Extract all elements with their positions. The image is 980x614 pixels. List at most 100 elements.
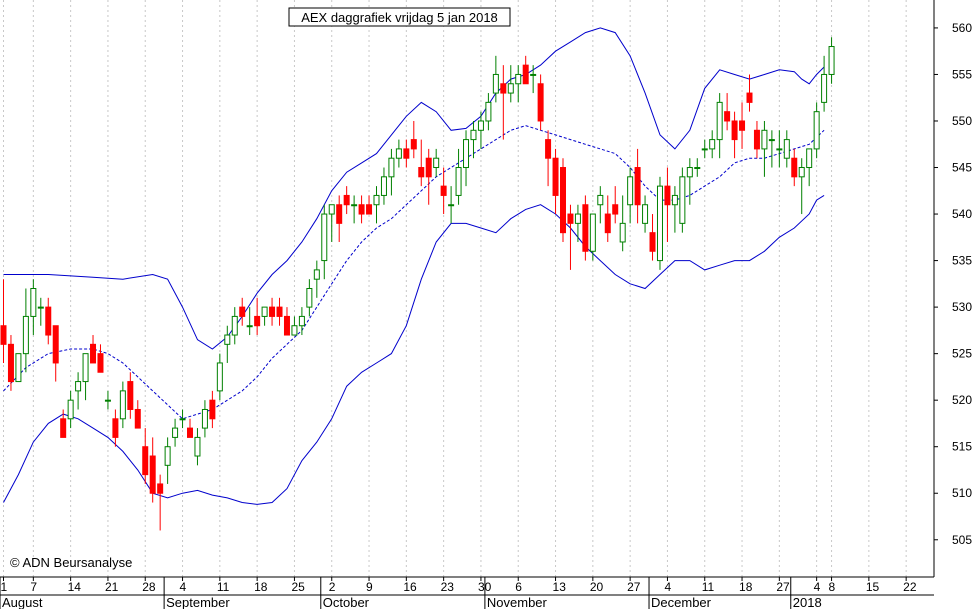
candle-body xyxy=(90,343,97,364)
candle xyxy=(15,353,22,383)
x-tick-label: 18 xyxy=(254,580,268,594)
candle-body xyxy=(291,325,298,336)
candle xyxy=(7,335,14,391)
candle xyxy=(463,130,470,187)
candle-body xyxy=(142,446,149,476)
candle-body xyxy=(560,167,566,234)
candle-body xyxy=(164,446,171,466)
candle-body xyxy=(104,399,111,402)
candle xyxy=(515,65,522,103)
month-labels: August September October November December 20… xyxy=(0,577,822,610)
candle xyxy=(239,297,246,326)
candle-body xyxy=(306,288,313,308)
candle xyxy=(343,186,350,215)
candle-body xyxy=(97,353,104,373)
chart-title-text: AEX daggrafiek vrijdag 5 jan 2018 xyxy=(301,10,498,25)
candle-body xyxy=(127,381,134,410)
candle xyxy=(30,279,37,336)
candle xyxy=(82,353,89,401)
candle xyxy=(701,139,708,159)
candle-body xyxy=(440,185,447,196)
candle xyxy=(813,102,820,159)
candle-body xyxy=(791,157,798,178)
candle-body xyxy=(358,204,365,215)
candle-body xyxy=(597,194,604,206)
x-tick-label: 22 xyxy=(903,580,917,594)
candle-body xyxy=(134,408,141,429)
candle xyxy=(739,102,746,149)
candle xyxy=(351,195,358,224)
candle-body xyxy=(537,83,544,122)
candle xyxy=(283,307,290,336)
candle xyxy=(112,409,119,447)
candle-body xyxy=(582,204,589,252)
candle-body xyxy=(149,455,156,494)
candle-body xyxy=(455,167,462,196)
candle xyxy=(358,195,365,224)
candle-body xyxy=(425,157,432,178)
candle-body xyxy=(216,362,223,392)
x-tick-label: 27 xyxy=(776,580,790,594)
candle xyxy=(552,148,559,215)
candle xyxy=(455,148,462,205)
candle-body xyxy=(22,315,29,355)
x-tick-label: 28 xyxy=(142,580,156,594)
candle xyxy=(60,409,67,438)
candle xyxy=(828,37,835,84)
candle xyxy=(366,195,373,215)
candle-body xyxy=(656,185,663,262)
y-tick-label: 560 xyxy=(952,21,972,35)
candle xyxy=(269,297,276,326)
candle-body xyxy=(739,120,746,131)
candle-body xyxy=(470,129,477,141)
candle xyxy=(209,390,216,429)
candle xyxy=(45,297,52,345)
candle xyxy=(746,74,753,112)
candle xyxy=(485,93,492,131)
x-tick-label: 21 xyxy=(105,580,119,594)
candle xyxy=(187,418,193,438)
candle xyxy=(306,279,313,317)
candle-body xyxy=(187,427,193,438)
candle xyxy=(75,372,82,410)
chart-title-box xyxy=(288,7,511,27)
candle xyxy=(716,93,723,159)
y-tick-label: 540 xyxy=(952,207,972,221)
candle xyxy=(246,307,253,336)
candle xyxy=(656,176,663,270)
candle-body xyxy=(664,185,671,206)
candle xyxy=(433,148,440,177)
candle xyxy=(761,120,768,177)
x-tick-label: 27 xyxy=(627,580,641,594)
chart-title: AEX daggrafiek vrijdag 5 jan 2018 xyxy=(288,7,511,27)
y-tick-label: 525 xyxy=(952,347,972,361)
candle xyxy=(627,167,634,224)
x-tick-label: 20 xyxy=(590,580,604,594)
candle-body xyxy=(224,334,231,345)
candle-body xyxy=(627,176,634,206)
candle xyxy=(694,158,701,177)
candle-body xyxy=(52,325,59,364)
x-tick-label: 7 xyxy=(30,580,37,594)
candle-body xyxy=(403,148,410,159)
candle xyxy=(642,195,649,233)
x-tick-label: 15 xyxy=(866,580,880,594)
y-tick-label: 545 xyxy=(952,161,972,175)
candle-body xyxy=(269,306,276,317)
candle xyxy=(373,186,380,224)
candle xyxy=(119,381,126,429)
candle-body xyxy=(112,418,119,438)
candle xyxy=(776,130,783,168)
candle xyxy=(97,344,104,373)
candle-body xyxy=(239,306,246,317)
candle-body xyxy=(179,418,186,421)
candle-body xyxy=(701,148,708,151)
candle-body xyxy=(798,167,805,178)
candle-body xyxy=(231,315,238,336)
candle-body xyxy=(37,306,44,309)
candle-body xyxy=(492,73,499,94)
x-tick-label: 8 xyxy=(829,580,836,594)
candle-body xyxy=(709,139,716,150)
